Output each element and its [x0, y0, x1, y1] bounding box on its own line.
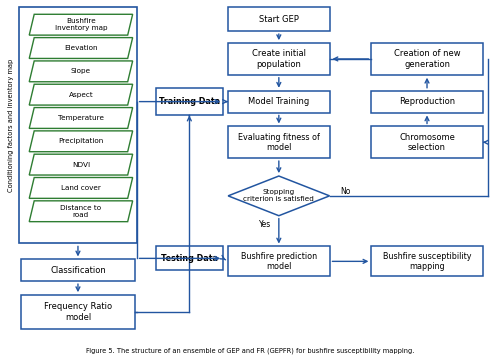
FancyBboxPatch shape	[228, 43, 330, 75]
Polygon shape	[29, 131, 132, 152]
Text: Bushfire prediction
model: Bushfire prediction model	[241, 252, 317, 271]
Text: Creation of new
generation: Creation of new generation	[394, 49, 460, 69]
Text: Bushfire
Inventory map: Bushfire Inventory map	[54, 18, 108, 31]
Text: Temperature: Temperature	[58, 115, 104, 121]
Text: Slope: Slope	[71, 68, 91, 74]
FancyBboxPatch shape	[156, 88, 223, 116]
Text: Testing Data: Testing Data	[161, 254, 218, 263]
Text: Reproduction: Reproduction	[399, 97, 455, 106]
Polygon shape	[29, 201, 132, 222]
Polygon shape	[228, 176, 330, 216]
Polygon shape	[29, 84, 132, 105]
Text: Conditioning factors and inventory map: Conditioning factors and inventory map	[8, 59, 14, 192]
FancyBboxPatch shape	[22, 260, 134, 281]
Text: Classification: Classification	[50, 266, 106, 275]
Text: Start GEP: Start GEP	[259, 15, 299, 24]
Text: Stopping
criterion is satisfied: Stopping criterion is satisfied	[244, 189, 314, 202]
Text: Bushfire susceptibility
mapping: Bushfire susceptibility mapping	[383, 252, 472, 271]
Text: Yes: Yes	[259, 220, 271, 229]
FancyBboxPatch shape	[372, 126, 482, 158]
Polygon shape	[29, 154, 132, 175]
Text: Create initial
population: Create initial population	[252, 49, 306, 69]
Text: Land cover: Land cover	[61, 185, 101, 191]
FancyBboxPatch shape	[228, 8, 330, 31]
FancyBboxPatch shape	[22, 295, 134, 329]
FancyBboxPatch shape	[372, 91, 482, 112]
Polygon shape	[29, 14, 132, 35]
Polygon shape	[29, 178, 132, 198]
Text: Evaluating fitness of
model: Evaluating fitness of model	[238, 132, 320, 152]
Text: NDVI: NDVI	[72, 161, 90, 168]
Text: Elevation: Elevation	[64, 45, 98, 51]
Text: Frequency Ratio
model: Frequency Ratio model	[44, 302, 112, 321]
FancyBboxPatch shape	[228, 126, 330, 158]
Polygon shape	[29, 61, 132, 82]
Text: Model Training: Model Training	[248, 97, 310, 106]
FancyBboxPatch shape	[228, 91, 330, 112]
Text: Aspect: Aspect	[68, 92, 94, 98]
FancyBboxPatch shape	[372, 246, 482, 276]
Text: Precipitation: Precipitation	[58, 138, 104, 144]
Text: Figure 5. The structure of an ensemble of GEP and FR (GEPFR) for bushfire suscep: Figure 5. The structure of an ensemble o…	[86, 347, 414, 354]
Text: Distance to
road: Distance to road	[60, 205, 102, 218]
Text: Training Data: Training Data	[159, 97, 220, 106]
Polygon shape	[29, 38, 132, 58]
Polygon shape	[29, 107, 132, 129]
FancyBboxPatch shape	[372, 43, 482, 75]
Text: Chromosome
selection: Chromosome selection	[399, 132, 455, 152]
Text: No: No	[340, 187, 350, 197]
FancyBboxPatch shape	[20, 8, 136, 243]
FancyBboxPatch shape	[156, 246, 223, 270]
FancyBboxPatch shape	[228, 246, 330, 276]
